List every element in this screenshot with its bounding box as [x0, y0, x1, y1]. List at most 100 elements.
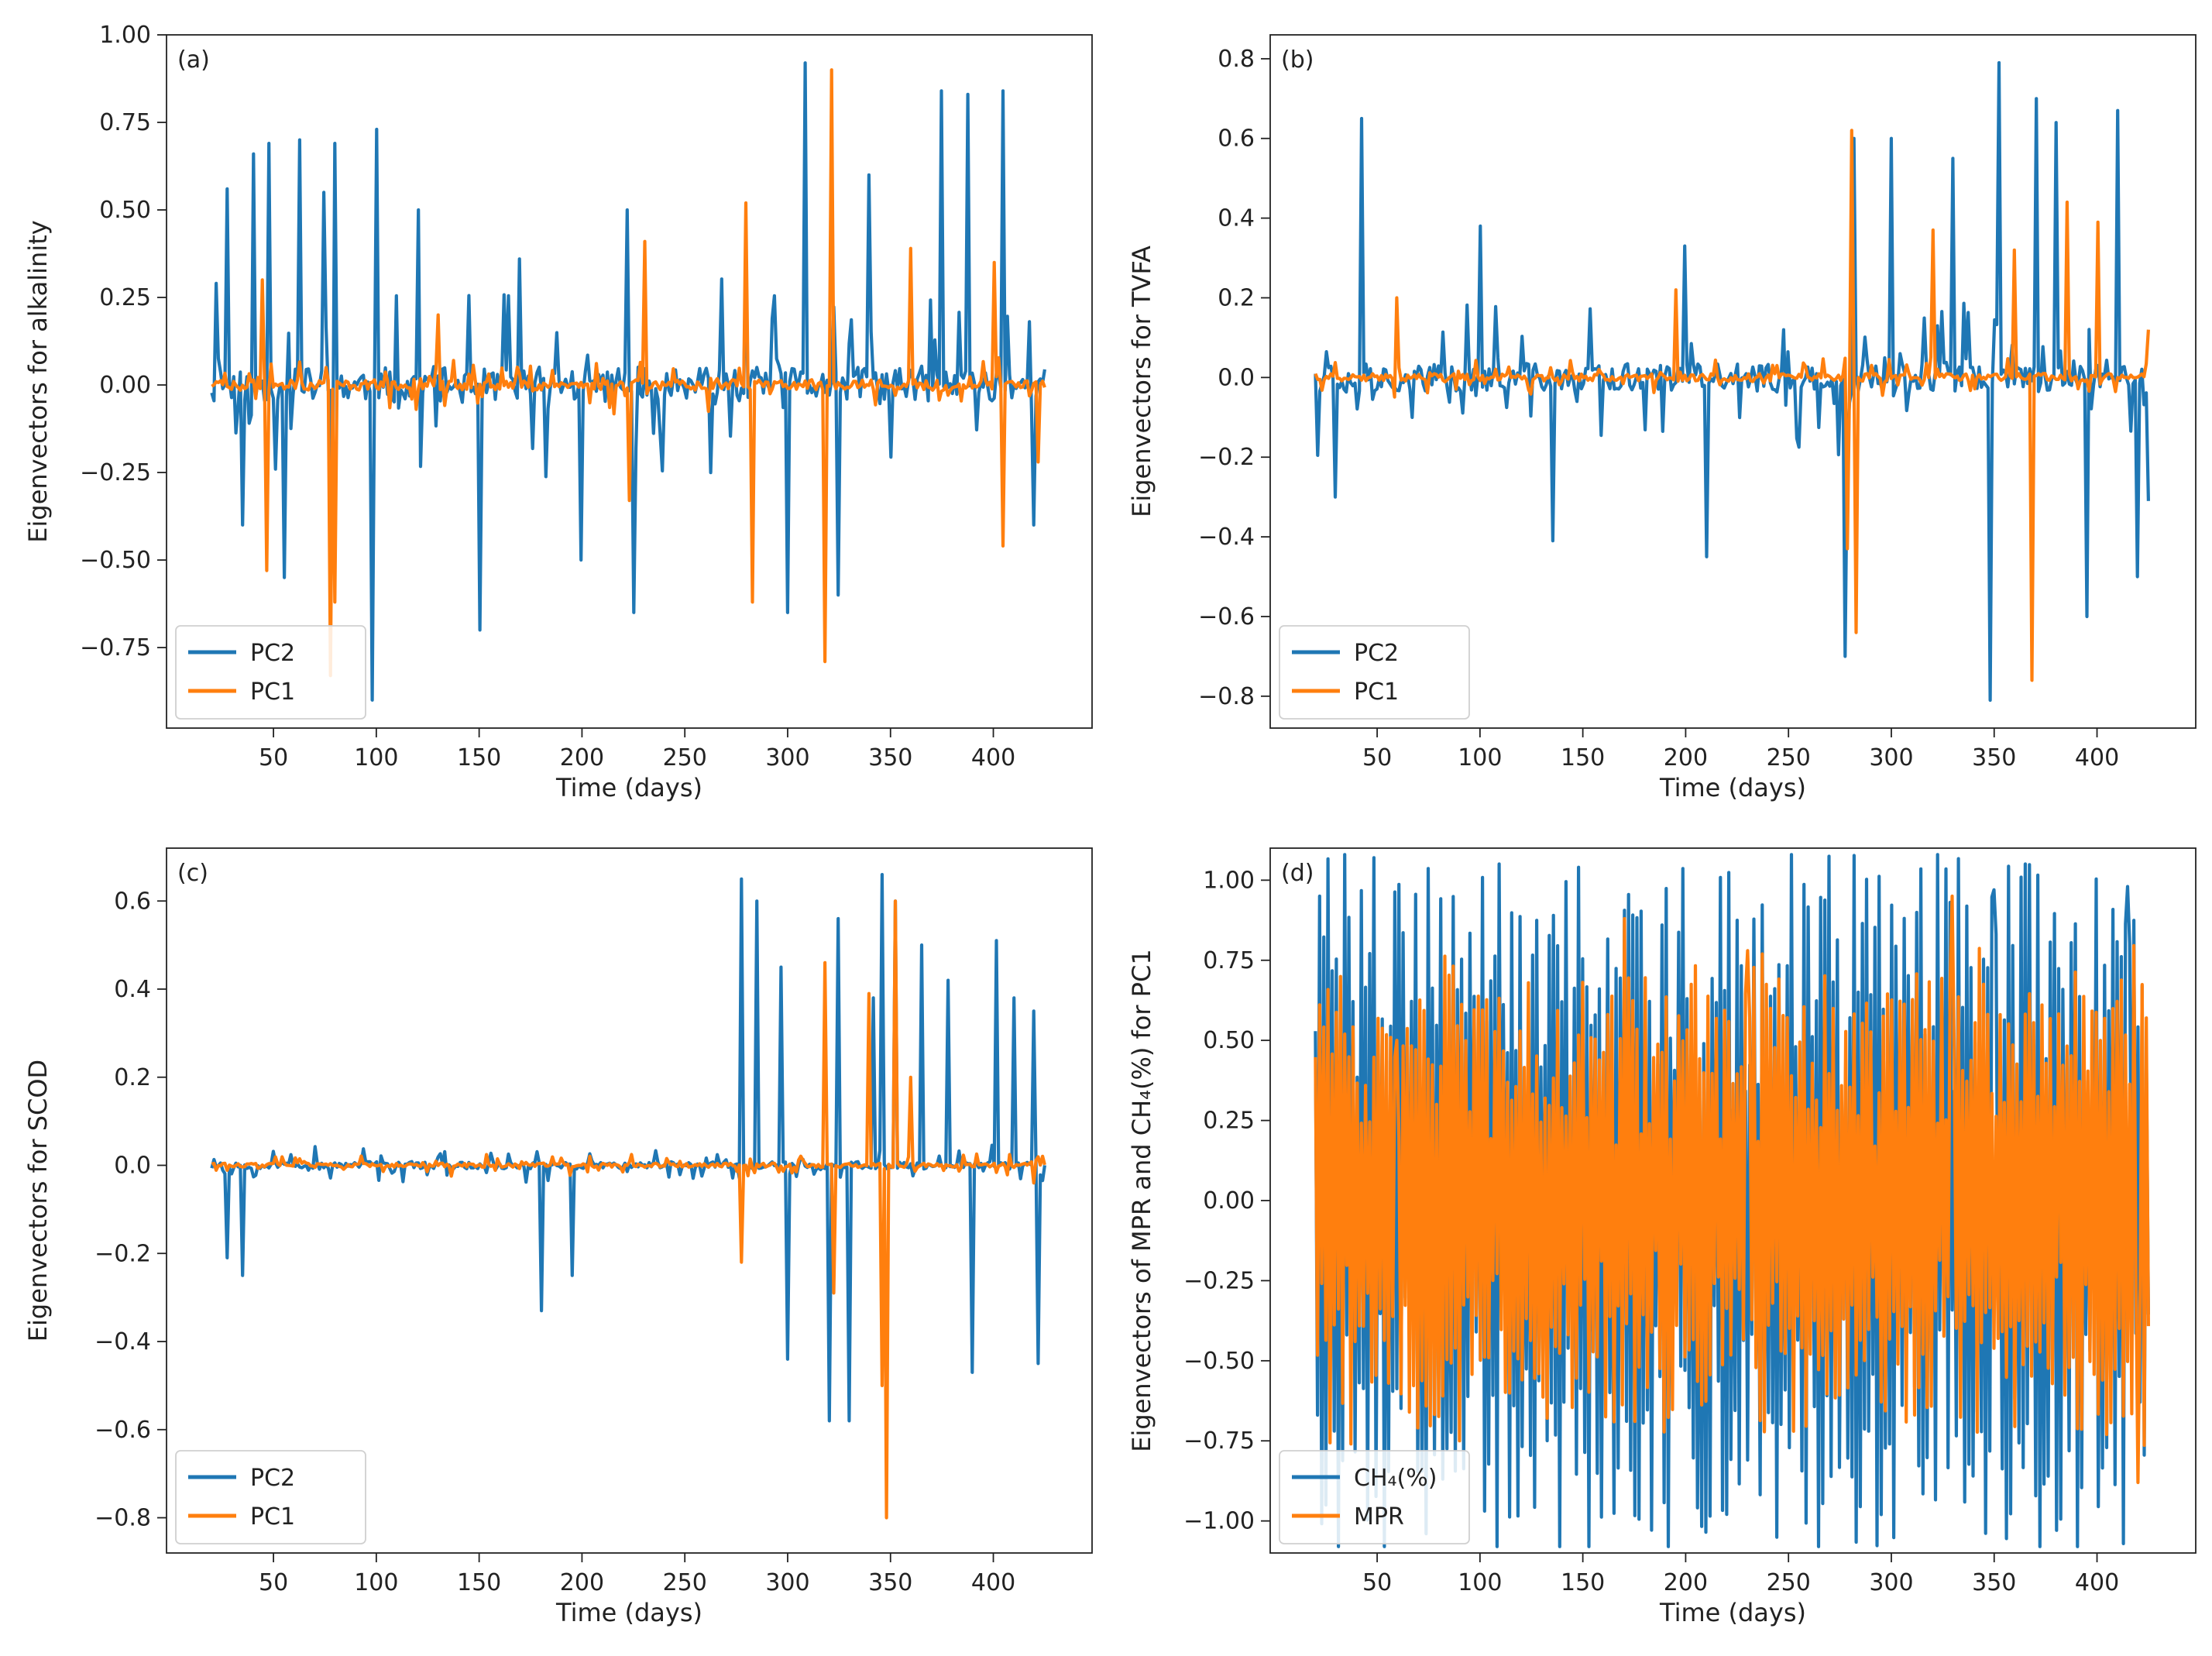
y-tick-label: 0.25: [99, 284, 151, 311]
y-tick-label: 0.0: [114, 1153, 151, 1180]
y-tick-label: 0.25: [1203, 1108, 1255, 1135]
legend-entry: MPR: [1354, 1503, 1404, 1531]
y-tick-label: 0.00: [99, 372, 151, 399]
y-tick-label: 0.75: [1203, 947, 1255, 974]
x-axis-label: Time (days): [555, 773, 702, 802]
y-tick-label: 0.4: [1218, 205, 1255, 232]
x-tick-label: 300: [765, 744, 809, 771]
y-tick-label: 0.6: [114, 888, 151, 915]
x-tick-label: 250: [1767, 744, 1811, 771]
y-tick-label: −0.25: [1183, 1267, 1255, 1294]
chart-panel-b: 50 100 150 200 250 300 350 400 −0.8 −0.6 −0.4 −0.2 0…: [1127, 34, 2197, 802]
y-axis-label: Eigenvectors for alkalinity: [23, 220, 53, 542]
x-tick-label: 400: [971, 744, 1015, 771]
x-tick-label: 400: [971, 1569, 1015, 1596]
legend-entry: PC1: [250, 679, 295, 706]
panel-label: (d): [1281, 860, 1314, 887]
y-tick-label: 1.00: [1203, 867, 1255, 894]
y-tick-label: −0.6: [1198, 603, 1255, 630]
legend-entry: CH₄(%): [1354, 1465, 1437, 1492]
legend: CH₄(%) MPR: [1279, 1450, 1470, 1544]
y-tick-label: −0.4: [1198, 524, 1255, 551]
x-axis-label: Time (days): [1659, 773, 1806, 802]
series-group: [1314, 853, 2150, 1548]
axes-frame: [166, 34, 1093, 729]
x-tick-label: 50: [259, 1569, 288, 1596]
y-tick-label: −1.00: [1183, 1508, 1255, 1535]
x-tick-label: 250: [663, 1569, 707, 1596]
x-tick-label: 350: [1972, 744, 2016, 771]
y-tick-label: 0.00: [1203, 1187, 1255, 1215]
y-tick-label: 0.50: [1203, 1027, 1255, 1054]
legend-entry: PC2: [1354, 640, 1399, 667]
series-line-pc1: [1314, 129, 2150, 682]
y-axis-label: Eigenvectors for SCOD: [23, 1060, 53, 1342]
x-tick-label: 300: [1869, 744, 1913, 771]
y-tick-label: 0.6: [1218, 125, 1255, 153]
x-tick-label: 400: [2075, 1569, 2119, 1596]
x-tick-label: 200: [560, 744, 604, 771]
legend-box: [175, 625, 366, 720]
x-tick-label: 100: [354, 744, 398, 771]
y-tick-label: 0.2: [1218, 284, 1255, 311]
series-group: [210, 873, 1046, 1520]
x-tick-label: 200: [560, 1569, 604, 1596]
y-tick-label: 1.00: [99, 22, 151, 49]
panels: 50 100 150 200 250 300 350 400 −0.75 −0.50 −0.25 0.…: [23, 22, 2197, 1627]
series-line-mpr: [1314, 894, 2150, 1485]
x-tick-label: 100: [1458, 744, 1502, 771]
x-axis-label: Time (days): [1659, 1598, 1806, 1627]
y-tick-label: 0.2: [114, 1064, 151, 1091]
x-tick-label: 350: [868, 1569, 912, 1596]
legend-box: [175, 1450, 366, 1544]
series-group: [210, 61, 1046, 702]
x-tick-label: 350: [1972, 1569, 2016, 1596]
series-line-pc1: [211, 68, 1046, 678]
y-tick-label: −0.25: [80, 459, 151, 486]
y-tick-label: 0.8: [1218, 46, 1255, 73]
y-tick-label: −0.50: [80, 547, 151, 574]
legend-entry: PC1: [250, 1503, 295, 1531]
x-tick-label: 250: [1767, 1569, 1811, 1596]
x-tick-label: 250: [663, 744, 707, 771]
x-tick-label: 50: [1362, 744, 1392, 771]
series-line-pc1: [211, 899, 1046, 1520]
panel-label: (b): [1281, 46, 1314, 74]
y-tick-label: 0.50: [99, 197, 151, 224]
y-tick-label: −0.6: [94, 1417, 151, 1444]
chart-panel-c: 50 100 150 200 250 300 350 400 −0.8 −0.6 −0.4 −0.2 0…: [23, 847, 1093, 1627]
x-tick-label: 150: [457, 744, 501, 771]
axes-frame: [1269, 34, 2197, 729]
x-axis-label: Time (days): [555, 1598, 702, 1627]
x-tick-label: 100: [1458, 1569, 1502, 1596]
y-tick-label: −0.75: [1183, 1428, 1255, 1455]
panel-label: (c): [177, 860, 208, 887]
y-tick-label: 0.75: [99, 109, 151, 136]
x-tick-label: 200: [1664, 744, 1708, 771]
y-tick-label: −0.2: [94, 1240, 151, 1267]
x-tick-label: 300: [1869, 1569, 1913, 1596]
y-tick-label: −0.4: [94, 1328, 151, 1355]
y-axis-label: Eigenvectors of MPR and CH₄(%) for PC1: [1127, 949, 1156, 1452]
x-tick-label: 200: [1664, 1569, 1708, 1596]
x-tick-label: 50: [1362, 1569, 1392, 1596]
legend-box: [1279, 625, 1470, 720]
legend-box: [1279, 1450, 1470, 1544]
y-tick-label: 0.0: [1218, 364, 1255, 391]
x-tick-label: 100: [354, 1569, 398, 1596]
legend-entry: PC2: [250, 1465, 295, 1492]
y-axis-label: Eigenvectors for TVFA: [1127, 246, 1156, 517]
x-tick-label: 150: [457, 1569, 501, 1596]
legend-entry: PC2: [250, 640, 295, 667]
panel-label: (a): [177, 46, 210, 74]
axes-frame: [166, 847, 1093, 1554]
y-tick-label: −0.2: [1198, 444, 1255, 471]
x-tick-label: 350: [868, 744, 912, 771]
x-tick-label: 50: [259, 744, 288, 771]
series-group: [1314, 60, 2150, 703]
